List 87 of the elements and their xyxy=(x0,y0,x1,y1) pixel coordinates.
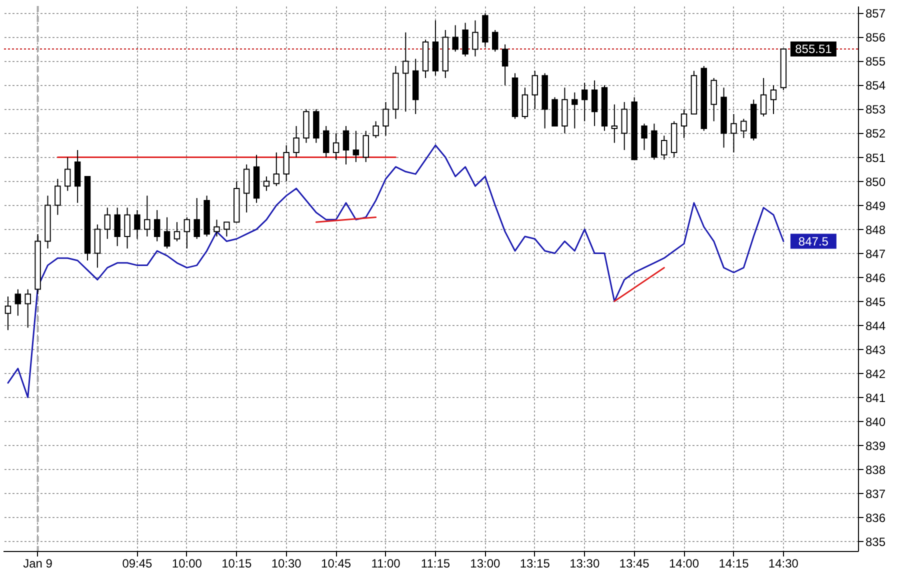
candlestick xyxy=(293,126,300,158)
candlestick xyxy=(472,20,478,57)
y-tick-label: 847 xyxy=(866,246,886,261)
candlestick xyxy=(184,216,190,249)
candlestick xyxy=(154,210,160,242)
candlestick xyxy=(273,152,280,187)
candlestick xyxy=(144,195,150,237)
candlestick xyxy=(352,130,360,163)
candlestick xyxy=(104,207,110,240)
candlestick xyxy=(522,87,528,120)
candlestick xyxy=(532,70,538,110)
y-tick-label: 845 xyxy=(866,294,886,309)
candlestick xyxy=(661,135,668,160)
candlestick xyxy=(24,288,31,328)
y-tick-label: 853 xyxy=(866,102,886,117)
candlestick xyxy=(730,114,737,153)
candlestick xyxy=(611,104,618,144)
y-tick-label: 852 xyxy=(866,126,886,141)
y-tick-label: 857 xyxy=(866,6,886,21)
y-tick-label: 855 xyxy=(866,54,886,69)
y-tick-label: 844 xyxy=(866,318,886,333)
y-tick-label: 850 xyxy=(866,174,886,189)
x-tick-label: 14:15 xyxy=(718,556,750,570)
y-tick-label: 854 xyxy=(866,78,886,93)
y-tick-label: 835 xyxy=(866,534,886,549)
candlestick xyxy=(382,102,389,136)
candlestick xyxy=(64,156,71,192)
candlestick xyxy=(342,126,350,165)
y-tick-label: 843 xyxy=(866,342,886,357)
candlestick xyxy=(680,108,688,139)
candlestick xyxy=(124,207,130,249)
candlestick xyxy=(492,30,498,52)
x-tick-label: 14:00 xyxy=(669,556,700,570)
candlestick xyxy=(114,207,120,247)
y-tick-label: 848 xyxy=(866,222,886,237)
x-tick-label: 11:15 xyxy=(420,556,450,570)
y-tick-label: 842 xyxy=(866,366,886,381)
data-label: 847.5 xyxy=(798,234,829,248)
candlestick xyxy=(372,120,379,139)
candlestick xyxy=(4,296,12,331)
candlestick xyxy=(402,32,409,112)
y-tick-label: 849 xyxy=(866,198,886,213)
candlestick xyxy=(581,82,588,122)
y-tick-label: 846 xyxy=(866,270,886,285)
y-tick-label: 851 xyxy=(866,150,886,165)
candlestick xyxy=(770,84,777,115)
x-tick-label: 13:45 xyxy=(619,556,650,570)
candlestick xyxy=(641,123,648,151)
x-tick-label: Jan 9 xyxy=(23,556,53,570)
candlestick xyxy=(283,144,290,182)
candlestick xyxy=(194,198,200,240)
y-tick-label: 839 xyxy=(866,438,886,453)
candlestick xyxy=(14,288,22,316)
candlestick xyxy=(164,216,170,249)
x-tick-label: 09:45 xyxy=(122,556,153,570)
candlestick xyxy=(174,222,180,242)
y-tick-label: 856 xyxy=(866,30,886,45)
candlestick xyxy=(224,222,230,237)
y-tick-label: 841 xyxy=(866,390,886,405)
candlestick xyxy=(572,92,578,129)
x-tick-label: 13:00 xyxy=(470,556,501,570)
x-tick-label: 13:30 xyxy=(570,556,600,570)
x-tick-label: 10:15 xyxy=(222,556,252,570)
candlestick xyxy=(740,118,747,139)
ref-line-label: 855.51 xyxy=(795,42,832,56)
candlestick xyxy=(502,44,508,86)
y-tick-label: 836 xyxy=(866,510,886,525)
x-tick-label: 14:30 xyxy=(768,556,799,570)
candlestick xyxy=(332,132,340,160)
y-tick-label: 838 xyxy=(866,462,886,477)
x-tick-label: 13:15 xyxy=(520,556,550,570)
x-tick-label: 10:45 xyxy=(321,556,352,570)
line-series xyxy=(7,144,784,398)
candlestick xyxy=(760,78,767,117)
candlestick xyxy=(323,126,330,158)
candlestick xyxy=(134,210,140,240)
candlestick xyxy=(591,80,598,127)
candlestick xyxy=(362,130,369,163)
x-tick-label: 11:00 xyxy=(371,556,401,570)
x-tick-label: 10:30 xyxy=(271,556,302,570)
candlestick xyxy=(452,24,458,52)
candlestick xyxy=(54,178,61,216)
y-tick-label: 837 xyxy=(866,486,886,501)
candlestick xyxy=(263,176,270,192)
candlestick xyxy=(214,219,220,237)
x-tick-label: 10:00 xyxy=(172,556,202,570)
y-tick-label: 840 xyxy=(866,414,886,429)
